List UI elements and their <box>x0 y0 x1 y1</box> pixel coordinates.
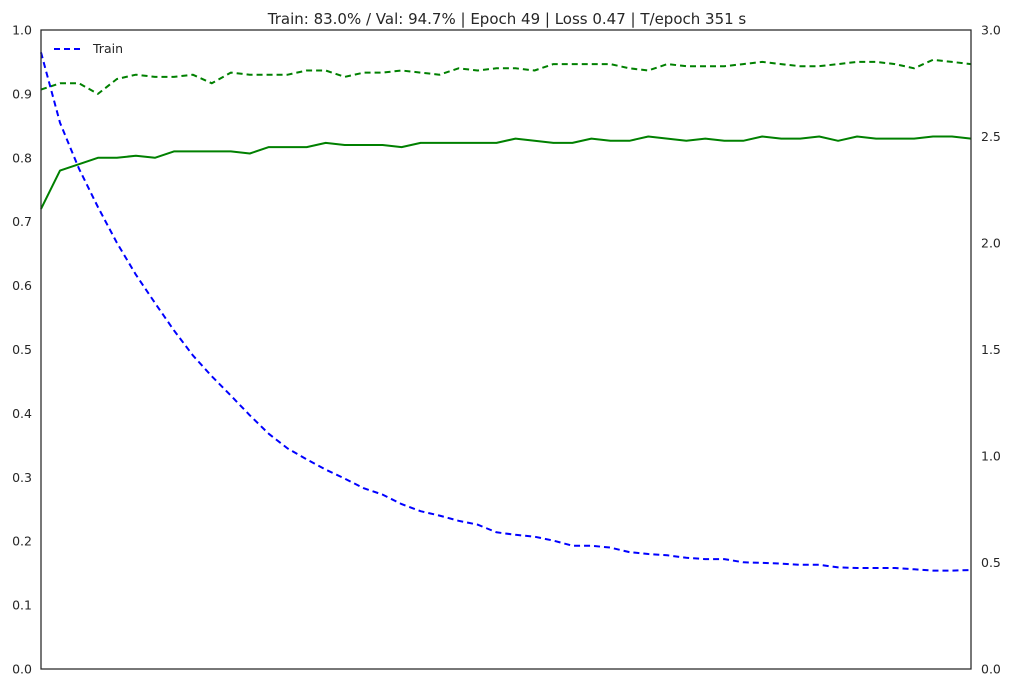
right-axis-ticks: 0.0 0.5 1.0 1.5 2.0 2.5 3.0 <box>981 23 1001 677</box>
left-tick-label: 0.7 <box>12 214 32 229</box>
right-tick-label: 1.5 <box>981 342 1001 357</box>
chart-title: Train: 83.0% / Val: 94.7% | Epoch 49 | L… <box>267 10 747 28</box>
legend: Train <box>54 41 123 56</box>
left-tick-label: 0.4 <box>12 406 32 421</box>
left-tick-label: 0.9 <box>12 86 32 101</box>
left-tick-label: 0.3 <box>12 470 32 485</box>
right-tick-label: 2.0 <box>981 236 1001 251</box>
left-tick-label: 0.2 <box>12 534 32 549</box>
series-line-1 <box>40 135 972 210</box>
left-tick-label: 0.6 <box>12 278 32 293</box>
plot-frame <box>40 29 972 670</box>
series-layer <box>40 52 972 572</box>
left-tick-label: 0.1 <box>12 598 32 613</box>
right-tick-label: 0.0 <box>981 662 1001 677</box>
series-line-2 <box>40 58 972 95</box>
left-tick-label: 1.0 <box>12 23 32 38</box>
legend-label-train: Train <box>92 41 123 56</box>
right-tick-label: 1.0 <box>981 449 1001 464</box>
left-axis-ticks: 0.0 0.1 0.2 0.3 0.4 0.5 0.6 0.7 0.8 0.9 1.0 <box>12 23 32 677</box>
left-tick-label: 0.0 <box>12 662 32 677</box>
right-tick-label: 3.0 <box>981 23 1001 38</box>
left-tick-label: 0.8 <box>12 150 32 165</box>
right-tick-label: 0.5 <box>981 555 1001 570</box>
left-tick-label: 0.5 <box>12 342 32 357</box>
series-line-0 <box>40 52 972 572</box>
right-tick-label: 2.5 <box>981 129 1001 144</box>
